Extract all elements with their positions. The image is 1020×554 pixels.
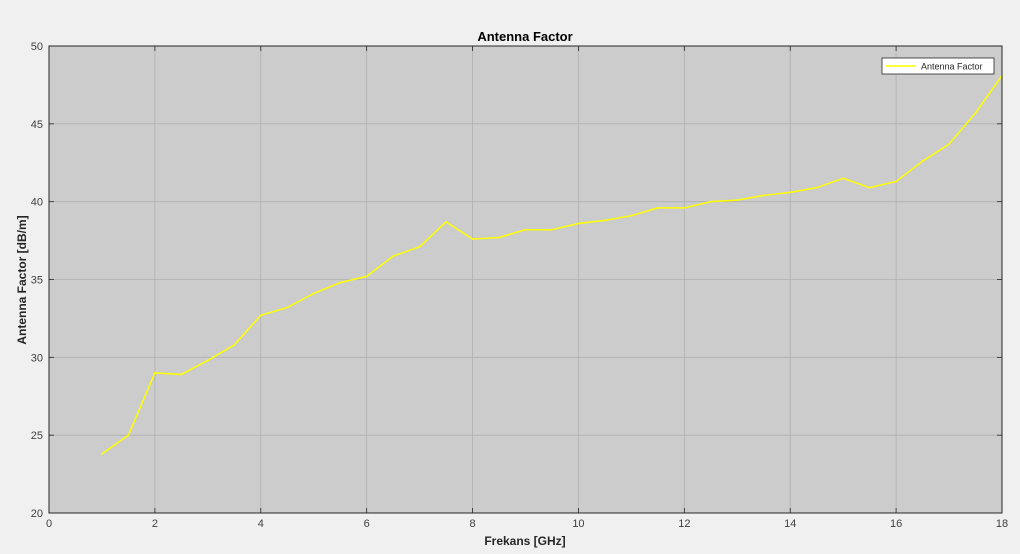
data-point xyxy=(842,177,845,180)
data-point xyxy=(101,452,103,455)
data-point xyxy=(418,245,421,248)
x-tick-label: 8 xyxy=(469,518,475,530)
data-point xyxy=(974,112,977,114)
data-point xyxy=(762,194,765,197)
data-point xyxy=(656,206,659,209)
x-tick-label: 14 xyxy=(784,518,796,530)
x-tick-label: 10 xyxy=(572,518,584,530)
data-point xyxy=(392,255,395,258)
x-tick-label: 4 xyxy=(258,518,264,530)
data-point xyxy=(815,186,818,189)
data-point xyxy=(524,228,527,231)
data-point xyxy=(339,281,342,284)
data-point xyxy=(153,372,156,374)
data-point xyxy=(206,359,209,362)
y-axis-ticks: 20 25 30 35 40 45 50 xyxy=(31,41,1002,520)
x-tick-label: 6 xyxy=(364,518,370,530)
data-point xyxy=(498,236,500,239)
x-tick-label: 18 xyxy=(996,518,1008,530)
data-point xyxy=(233,343,236,346)
x-tick-label: 16 xyxy=(890,518,902,530)
grid xyxy=(49,46,1002,513)
x-tick-label: 0 xyxy=(46,518,52,530)
data-point xyxy=(789,191,792,194)
data-point xyxy=(445,221,447,223)
y-tick-label: 40 xyxy=(31,197,43,209)
data-point xyxy=(551,228,553,231)
x-axis-label: Frekans [GHz] xyxy=(484,534,565,548)
y-tick-label: 50 xyxy=(31,41,43,53)
y-tick-label: 30 xyxy=(31,352,43,364)
data-point xyxy=(471,238,474,240)
data-point xyxy=(921,160,924,163)
data-point xyxy=(286,306,289,309)
data-point xyxy=(604,219,606,222)
data-point xyxy=(683,206,686,209)
series-layer xyxy=(101,74,1003,455)
data-point xyxy=(127,434,130,437)
chart-title: Antenna Factor xyxy=(477,29,572,44)
y-tick-label: 25 xyxy=(31,430,43,442)
y-tick-label: 45 xyxy=(31,119,43,131)
legend-label: Antenna Factor xyxy=(921,62,983,72)
data-point xyxy=(180,373,183,376)
y-tick-label: 35 xyxy=(31,275,43,287)
x-axis-ticks: 0 2 4 6 8 10 12 14 16 18 xyxy=(46,46,1008,530)
y-axis-label: Antenna Factor [dB/m] xyxy=(15,215,29,344)
data-point xyxy=(868,186,871,189)
data-point xyxy=(948,143,950,145)
legend: Antenna Factor xyxy=(881,57,995,75)
data-point xyxy=(895,180,898,183)
data-point xyxy=(709,200,712,203)
x-tick-label: 2 xyxy=(152,518,158,530)
y-tick-label: 20 xyxy=(31,508,43,520)
data-point xyxy=(736,199,739,202)
data-point xyxy=(365,275,368,278)
x-tick-label: 12 xyxy=(678,518,690,530)
legend-box xyxy=(881,57,995,75)
data-point xyxy=(577,222,580,225)
data-point xyxy=(259,314,262,317)
data-point xyxy=(630,214,633,217)
data-point xyxy=(312,292,315,295)
